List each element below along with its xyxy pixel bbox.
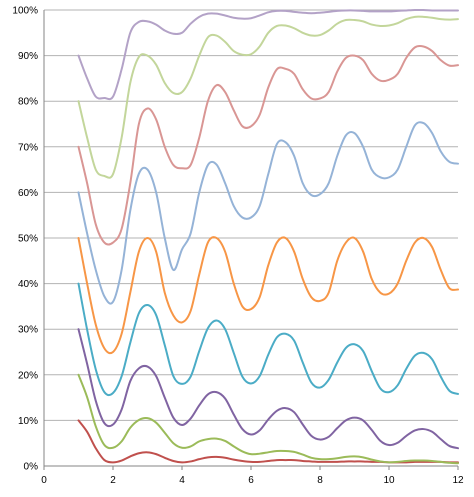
x-tick-label: 0	[41, 475, 47, 486]
series-line-2	[77, 373, 459, 465]
series-line-6	[77, 121, 459, 305]
gridlines	[43, 9, 459, 470]
series-line-5	[77, 236, 459, 355]
y-tick-label: 90%	[18, 51, 38, 62]
x-tick-label: 2	[110, 475, 116, 486]
x-tick-label: 8	[317, 475, 323, 486]
x-tick-label: 12	[452, 475, 464, 486]
series-line-9	[77, 8, 459, 101]
y-tick-label: 100%	[12, 6, 38, 17]
y-tick-label: 30%	[18, 325, 38, 336]
series-line-8	[77, 15, 459, 179]
y-tick-labels: 0% 10% 20% 30% 40% 50% 60% 70% 80% 90% 100%	[12, 6, 38, 473]
y-tick-label: 0%	[24, 462, 39, 473]
y-tick-label: 50%	[18, 234, 38, 245]
x-tick-label: 10	[383, 475, 395, 486]
x-tick-labels: 0 2 4 6 8 10 12	[41, 475, 464, 486]
x-tick-label: 6	[248, 475, 254, 486]
y-tick-label: 40%	[18, 279, 38, 290]
y-tick-label: 70%	[18, 142, 38, 153]
y-tick-label: 80%	[18, 97, 38, 108]
y-tick-label: 60%	[18, 188, 38, 199]
series-line-4	[77, 282, 459, 397]
y-tick-label: 10%	[18, 416, 38, 427]
y-tick-label: 20%	[18, 370, 38, 381]
series-lines	[77, 8, 459, 465]
x-tick-label: 4	[179, 475, 185, 486]
series-line-3	[77, 328, 459, 450]
series-line-7	[77, 44, 459, 246]
